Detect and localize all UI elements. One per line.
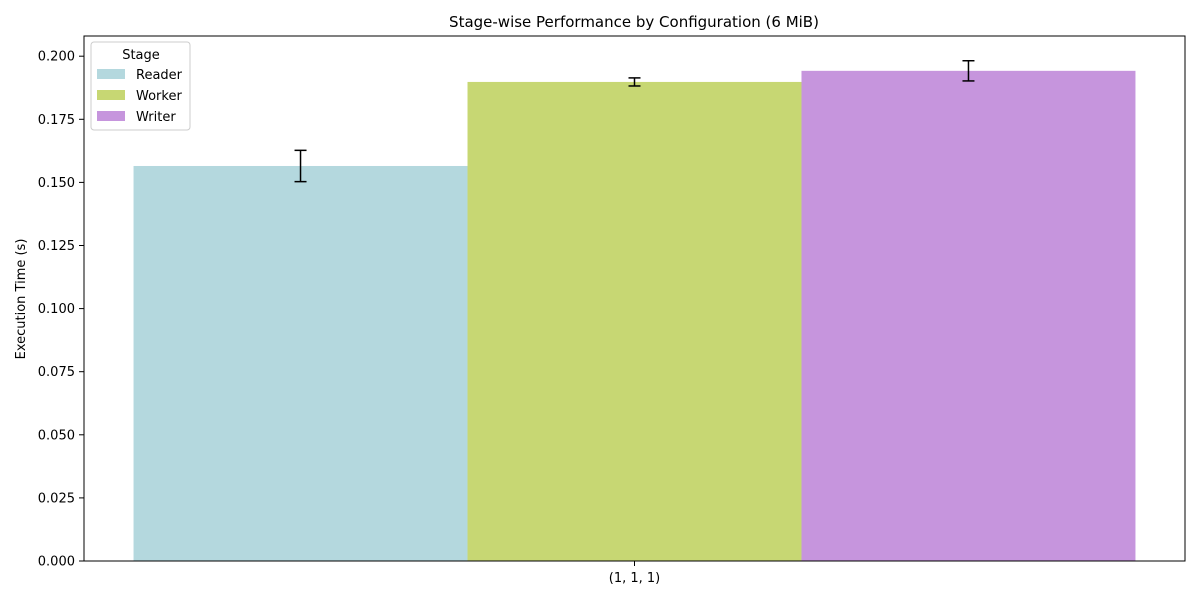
y-tick-label-8: 0.200 [38,50,75,65]
bars-group [133,70,1136,562]
legend-items: Reader Worker Writer [97,68,183,125]
legend-title: Stage [122,48,160,63]
error-bars-group [294,59,975,183]
legend-label-reader: Reader [136,68,183,83]
plot-frame [83,35,1186,562]
y-tick-label-3: 0.075 [38,365,75,380]
y-axis-label: Execution Time (s) [14,239,29,360]
legend: Stage Reader Worker Writer [90,41,191,131]
chart-title: Stage-wise Performance by Configuration … [449,13,819,31]
bar-writer [801,70,1136,562]
error-bar-worker [628,77,641,87]
y-tick-label-7: 0.175 [38,113,75,128]
legend-swatch-worker [97,90,125,100]
y-tick-label-0: 0.000 [38,555,75,570]
error-bar-reader [294,149,307,183]
y-tick-label-2: 0.050 [38,428,75,443]
legend-box [90,41,191,131]
y-tick-label-6: 0.150 [38,176,75,191]
x-axis: (1, 1, 1) [609,561,661,586]
bar-worker [467,81,802,561]
legend-label-worker: Worker [136,89,182,104]
y-tick-label-5: 0.125 [38,239,75,254]
x-tick-label-0: (1, 1, 1) [609,571,661,586]
y-tick-label-1: 0.025 [38,491,75,506]
y-tick-label-4: 0.100 [38,302,75,317]
legend-label-writer: Writer [136,110,176,125]
legend-swatch-reader [97,69,125,79]
error-bar-writer [962,59,975,82]
legend-swatch-writer [97,111,125,121]
bar-reader [133,165,468,561]
y-axis: 0.000 0.025 0.050 0.075 0.100 0.125 0.150 0.175… [38,50,84,570]
